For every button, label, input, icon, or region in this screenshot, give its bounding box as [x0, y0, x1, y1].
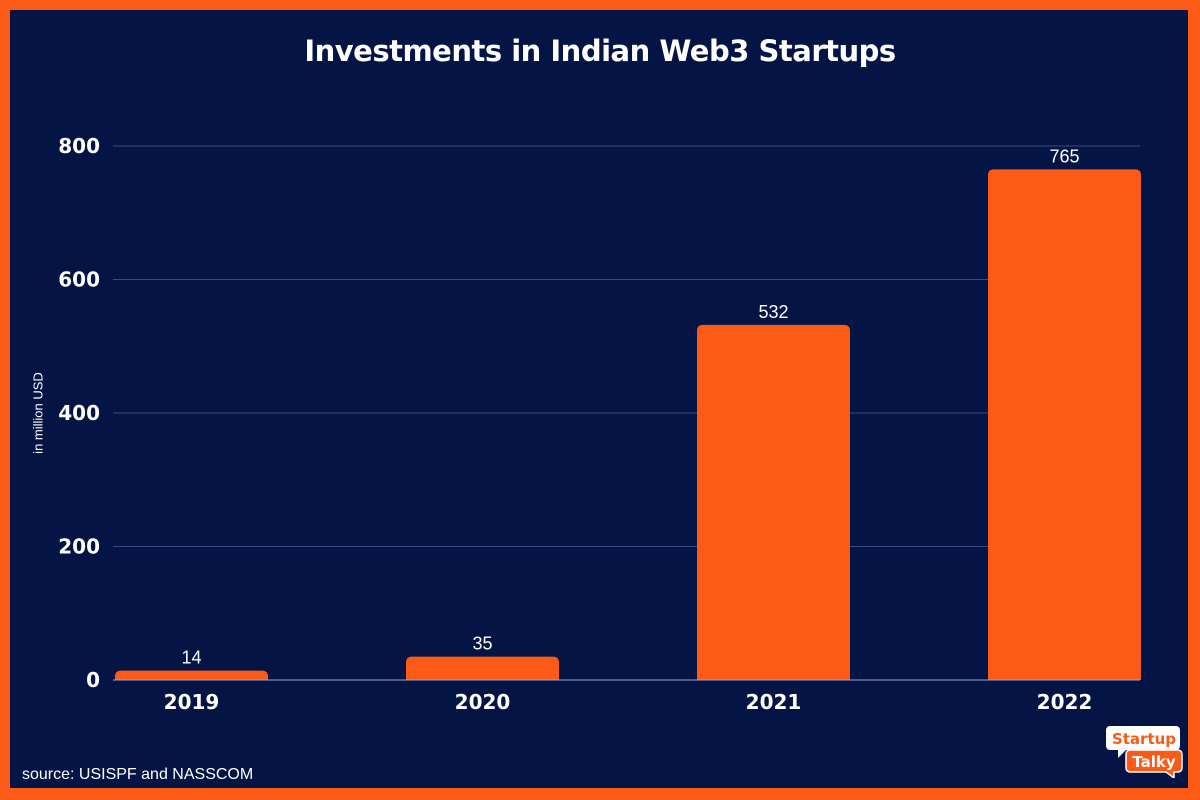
source-note: source: USISPF and NASSCOM: [22, 766, 254, 783]
x-tick-label: 2022: [1037, 690, 1093, 714]
bar: [697, 324, 850, 680]
bar: [115, 670, 268, 680]
svg-text:Startup: Startup: [1112, 730, 1176, 748]
svg-text:Talky: Talky: [1132, 753, 1176, 771]
y-tick-label: 600: [58, 268, 100, 292]
bar: [988, 169, 1141, 681]
x-tick-label: 2020: [455, 690, 511, 714]
data-label: 14: [181, 648, 201, 668]
y-tick-label: 200: [58, 535, 100, 559]
data-label: 532: [758, 302, 788, 322]
x-tick-label: 2019: [164, 690, 220, 714]
bar: [406, 656, 559, 680]
x-tick-label: 2021: [746, 690, 802, 714]
y-tick-label: 0: [86, 668, 100, 692]
y-tick-label: 400: [58, 401, 100, 425]
data-label: 35: [472, 634, 492, 654]
startuptalky-logo: Startup Talky: [1106, 726, 1183, 778]
y-tick-label: 800: [58, 134, 100, 158]
data-label: 765: [1049, 146, 1079, 166]
chart-title: Investments in Indian Web3 Startups: [304, 34, 896, 68]
